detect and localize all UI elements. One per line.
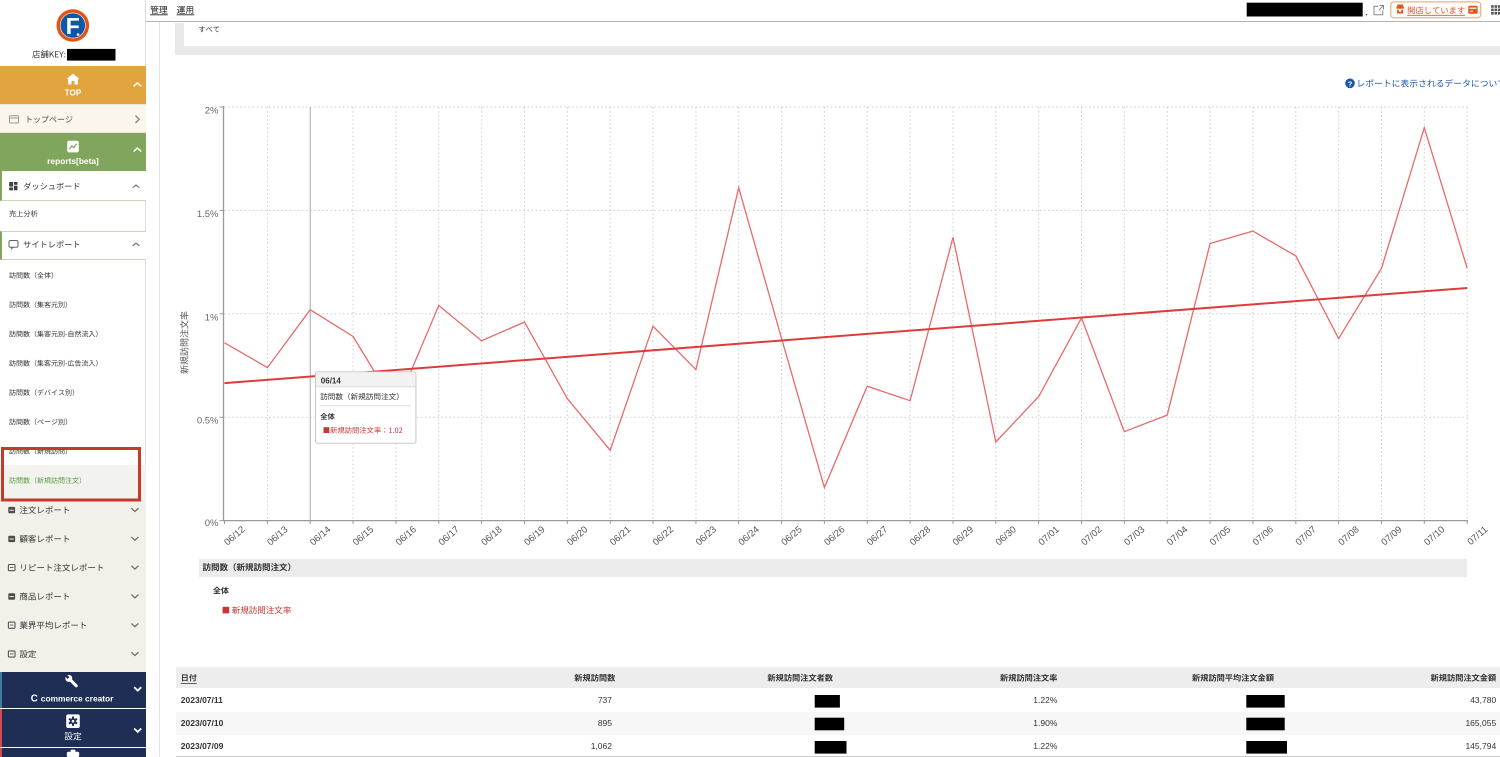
svg-text:06/21: 06/21 — [608, 524, 633, 548]
svg-text:2023/07/10: 2023/07/10 — [181, 718, 224, 728]
svg-text:165,055: 165,055 — [1465, 718, 1496, 728]
svg-text:07/10: 07/10 — [1422, 524, 1447, 548]
svg-text:1,062: 1,062 — [591, 741, 613, 751]
svg-text:07/01: 07/01 — [1037, 524, 1062, 548]
svg-text:145,794: 145,794 — [1465, 741, 1496, 751]
svg-text:06/23: 06/23 — [694, 524, 719, 548]
svg-text:06/28: 06/28 — [908, 524, 933, 548]
svg-text:0%: 0% — [205, 518, 219, 529]
svg-text:1.5%: 1.5% — [197, 209, 219, 220]
svg-text:07/09: 07/09 — [1379, 524, 1404, 548]
svg-text:2%: 2% — [205, 106, 219, 117]
svg-text:06/29: 06/29 — [951, 524, 976, 548]
svg-text:TOP: TOP — [65, 89, 82, 98]
svg-text:06/13: 06/13 — [265, 524, 290, 548]
svg-text:07/06: 07/06 — [1251, 524, 1276, 548]
svg-text:2023/07/11: 2023/07/11 — [181, 695, 223, 705]
svg-text:reports[beta]: reports[beta] — [47, 156, 99, 166]
svg-text:commerce creator: commerce creator — [41, 693, 114, 703]
svg-text:06/24: 06/24 — [737, 524, 762, 548]
svg-text:06/27: 06/27 — [865, 524, 890, 548]
svg-text:06/30: 06/30 — [994, 524, 1019, 548]
svg-text:895: 895 — [598, 718, 612, 728]
svg-text:07/07: 07/07 — [1294, 524, 1319, 548]
svg-text:0.5%: 0.5% — [197, 416, 219, 427]
svg-text:06/14: 06/14 — [321, 376, 342, 385]
svg-text:C: C — [31, 694, 38, 705]
svg-text:2023/07/09: 2023/07/09 — [181, 741, 224, 751]
svg-text:1.22%: 1.22% — [1033, 695, 1058, 705]
svg-text:06/26: 06/26 — [822, 524, 847, 548]
svg-text:07/03: 07/03 — [1122, 524, 1147, 548]
svg-text:07/02: 07/02 — [1079, 524, 1104, 548]
svg-text:06/18: 06/18 — [479, 524, 504, 548]
svg-text:06/19: 06/19 — [522, 524, 547, 548]
svg-text:06/12: 06/12 — [222, 524, 247, 548]
svg-text:1.22%: 1.22% — [1033, 741, 1058, 751]
svg-text:07/11: 07/11 — [1466, 524, 1491, 547]
svg-text:06/15: 06/15 — [351, 524, 376, 548]
svg-text:06/22: 06/22 — [651, 524, 676, 548]
svg-text:07/05: 07/05 — [1208, 524, 1233, 548]
svg-text:06/17: 06/17 — [437, 524, 462, 548]
svg-text:1.90%: 1.90% — [1033, 718, 1058, 728]
svg-text:1%: 1% — [205, 312, 219, 323]
svg-text:?: ? — [1348, 80, 1353, 89]
svg-text:43,780: 43,780 — [1470, 695, 1496, 705]
svg-text:06/20: 06/20 — [565, 524, 590, 548]
svg-text:07/04: 07/04 — [1165, 524, 1190, 548]
svg-text:07/08: 07/08 — [1336, 524, 1361, 548]
svg-text:F: F — [66, 13, 80, 39]
svg-text:737: 737 — [598, 695, 612, 705]
svg-text:06/16: 06/16 — [394, 524, 419, 548]
svg-text:06/14: 06/14 — [308, 524, 333, 548]
svg-text:06/25: 06/25 — [779, 524, 804, 548]
